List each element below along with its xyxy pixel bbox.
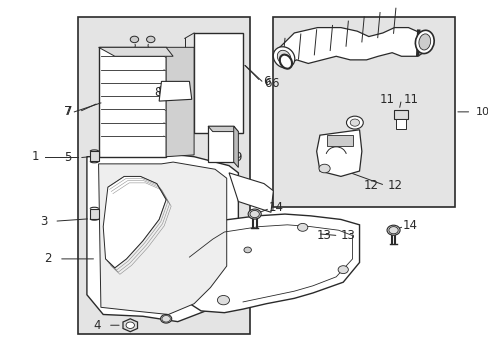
Text: 6: 6 (263, 75, 270, 88)
Circle shape (349, 119, 359, 126)
Text: 8: 8 (154, 86, 161, 99)
Text: 7: 7 (64, 105, 72, 118)
Text: 3: 3 (40, 215, 47, 228)
Bar (396, 119, 405, 129)
Text: 11: 11 (403, 93, 418, 106)
Circle shape (126, 322, 134, 328)
Polygon shape (228, 173, 273, 212)
Text: 12: 12 (363, 179, 377, 192)
Text: 9: 9 (218, 151, 225, 164)
Polygon shape (99, 47, 173, 56)
Circle shape (130, 36, 139, 42)
Text: 1: 1 (31, 150, 39, 163)
Bar (99, 47, 166, 157)
Text: 10: 10 (475, 107, 488, 117)
Text: 14: 14 (402, 219, 417, 233)
Ellipse shape (273, 47, 294, 68)
Circle shape (146, 36, 155, 42)
Circle shape (337, 266, 347, 274)
Polygon shape (316, 130, 361, 176)
Polygon shape (166, 47, 194, 157)
Bar (78, 17, 249, 334)
Bar (208, 126, 233, 162)
Ellipse shape (277, 50, 290, 64)
Bar (394, 110, 407, 119)
Text: 8: 8 (157, 85, 164, 98)
Polygon shape (103, 176, 166, 268)
Bar (194, 33, 243, 134)
Text: 11: 11 (379, 93, 394, 106)
Text: 7: 7 (65, 105, 73, 118)
Polygon shape (123, 319, 137, 332)
Bar (273, 17, 454, 207)
Ellipse shape (418, 34, 430, 50)
Circle shape (386, 225, 399, 235)
Text: 13: 13 (340, 229, 355, 242)
Circle shape (217, 296, 229, 305)
Circle shape (244, 247, 251, 253)
Polygon shape (277, 28, 431, 67)
Circle shape (247, 209, 261, 219)
Bar (90, 151, 99, 161)
Ellipse shape (279, 55, 291, 69)
Text: 2: 2 (44, 252, 52, 265)
Text: 6: 6 (264, 77, 271, 90)
Text: 6: 6 (270, 77, 278, 90)
Text: 5: 5 (64, 151, 72, 164)
Polygon shape (99, 162, 226, 315)
Circle shape (346, 116, 363, 129)
Text: 14: 14 (268, 202, 283, 215)
Polygon shape (208, 126, 238, 132)
Circle shape (318, 164, 329, 173)
Polygon shape (233, 126, 238, 167)
Polygon shape (87, 155, 238, 321)
Bar (326, 135, 352, 146)
Ellipse shape (414, 30, 433, 54)
Bar (90, 209, 99, 219)
Text: 13: 13 (316, 229, 331, 242)
Text: 12: 12 (386, 179, 402, 192)
Circle shape (160, 315, 171, 323)
Text: 9: 9 (234, 151, 242, 164)
Polygon shape (159, 81, 191, 101)
Circle shape (297, 224, 307, 231)
Text: 4: 4 (93, 319, 101, 332)
Polygon shape (175, 214, 359, 313)
